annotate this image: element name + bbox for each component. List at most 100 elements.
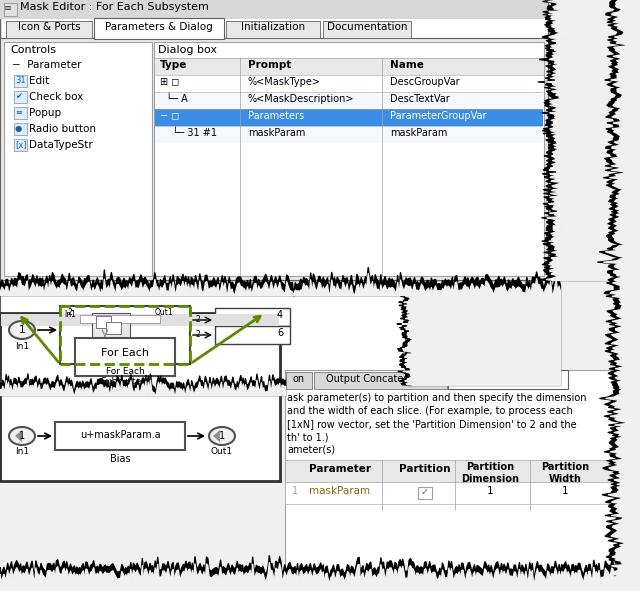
- Text: Partition
Dimension: Partition Dimension: [461, 462, 519, 483]
- Ellipse shape: [209, 427, 235, 445]
- Ellipse shape: [9, 321, 35, 339]
- Text: ✓: ✓: [421, 487, 429, 497]
- Text: u+maskParam.a: u+maskParam.a: [80, 430, 160, 440]
- Text: Parameters: Parameters: [248, 111, 304, 121]
- Text: 1: 1: [219, 431, 225, 441]
- Bar: [14, 107, 27, 119]
- Bar: [1, 314, 279, 326]
- Text: DescGroupVar: DescGroupVar: [390, 77, 460, 87]
- Text: 2: 2: [195, 330, 200, 339]
- Text: [1xN] row vector, set the 'Partition Dimension' to 2 and the: [1xN] row vector, set the 'Partition Dim…: [287, 419, 577, 429]
- Text: [x]: [x]: [15, 140, 27, 149]
- Text: Edit: Edit: [29, 76, 49, 86]
- Bar: [4, 3, 17, 16]
- Text: Documentation: Documentation: [327, 22, 407, 32]
- Text: maskParam: maskParam: [552, 183, 621, 196]
- Text: Radio button: Radio button: [29, 124, 96, 134]
- Text: %<MaskDescription>: %<MaskDescription>: [248, 94, 355, 104]
- Text: on: on: [293, 374, 305, 384]
- Text: └─ A: └─ A: [160, 94, 188, 104]
- Text: 2: 2: [195, 315, 200, 324]
- Polygon shape: [213, 430, 220, 442]
- Text: Bias: Bias: [109, 454, 131, 464]
- Bar: [418, 487, 432, 499]
- Bar: [14, 75, 27, 87]
- Text: Partition: Partition: [399, 464, 451, 474]
- Bar: [155, 75, 543, 92]
- Polygon shape: [15, 430, 22, 442]
- Bar: [548, 160, 640, 260]
- Bar: [0, 295, 405, 385]
- Bar: [215, 308, 290, 326]
- Text: Controls: Controls: [10, 45, 56, 55]
- Text: └─ 31 #1: └─ 31 #1: [160, 128, 217, 138]
- Text: In1: In1: [15, 447, 29, 456]
- Bar: [55, 422, 185, 450]
- Text: ✔: ✔: [15, 92, 22, 101]
- Bar: [285, 370, 640, 575]
- Text: Prompt: Prompt: [248, 60, 291, 70]
- Text: 1: 1: [292, 486, 298, 496]
- Bar: [226, 21, 320, 38]
- Bar: [4, 42, 152, 276]
- Text: −  Parameter: − Parameter: [12, 60, 81, 70]
- Text: maskParam: maskParam: [390, 128, 447, 138]
- Bar: [323, 21, 411, 38]
- Bar: [448, 370, 568, 389]
- Bar: [285, 482, 640, 504]
- Bar: [285, 460, 640, 482]
- Bar: [14, 139, 27, 151]
- Text: 31: 31: [15, 76, 26, 85]
- Text: ⊞ ◻: ⊞ ◻: [160, 77, 179, 87]
- Text: Name: Name: [390, 60, 424, 70]
- Bar: [60, 306, 190, 364]
- Text: Partition
Width: Partition Width: [541, 462, 589, 483]
- Text: ParameterGroupVar: ParameterGroupVar: [390, 111, 486, 121]
- Bar: [94, 18, 224, 39]
- Bar: [408, 295, 548, 385]
- Text: %<MaskType>: %<MaskType>: [248, 77, 321, 87]
- Text: Popup: Popup: [29, 108, 61, 118]
- Text: Parameters: Parameters: [552, 165, 620, 178]
- Text: − ◻: − ◻: [160, 111, 179, 121]
- Bar: [286, 372, 312, 389]
- Text: ameter(s): ameter(s): [287, 445, 335, 455]
- Text: Parameters & Dialog: Parameters & Dialog: [105, 22, 213, 32]
- Text: 1: 1: [19, 325, 26, 335]
- Bar: [155, 126, 543, 143]
- Text: In1: In1: [15, 342, 29, 351]
- Bar: [215, 326, 290, 344]
- Bar: [14, 91, 27, 103]
- Text: s: s: [415, 348, 422, 361]
- Bar: [0, 38, 548, 280]
- Bar: [314, 372, 447, 389]
- Text: 2: 2: [67, 308, 72, 317]
- Text: maskParam: maskParam: [309, 486, 371, 496]
- Text: maskParam: maskParam: [248, 128, 305, 138]
- Text: 4: 4: [277, 310, 283, 320]
- Text: ●: ●: [15, 124, 22, 133]
- Text: For Each: For Each: [104, 380, 146, 390]
- Text: In1: In1: [64, 310, 76, 319]
- Bar: [6, 21, 92, 38]
- Text: 1: 1: [19, 431, 25, 441]
- Bar: [14, 123, 27, 135]
- Bar: [96, 316, 111, 328]
- Text: Type: Type: [160, 60, 188, 70]
- Text: For Each: For Each: [106, 367, 145, 376]
- Text: Dialog box: Dialog box: [158, 45, 217, 55]
- Text: Icon & Ports: Icon & Ports: [18, 22, 80, 32]
- Text: ≡: ≡: [4, 3, 12, 13]
- Text: ask parameter(s) to partition and then specify the dimension: ask parameter(s) to partition and then s…: [287, 393, 586, 403]
- Text: Output Concatenation: Output Concatenation: [326, 374, 434, 384]
- Bar: [155, 92, 543, 109]
- Text: Mask Editor : For Each Subsystem: Mask Editor : For Each Subsystem: [20, 2, 209, 12]
- Text: DescTextVar: DescTextVar: [390, 94, 450, 104]
- Bar: [75, 338, 175, 376]
- Text: ≡: ≡: [15, 108, 22, 117]
- Bar: [0, 313, 280, 481]
- Bar: [0, 0, 548, 19]
- Text: DataTypeStr: DataTypeStr: [29, 140, 93, 150]
- Text: Check box: Check box: [29, 92, 83, 102]
- Bar: [155, 109, 543, 126]
